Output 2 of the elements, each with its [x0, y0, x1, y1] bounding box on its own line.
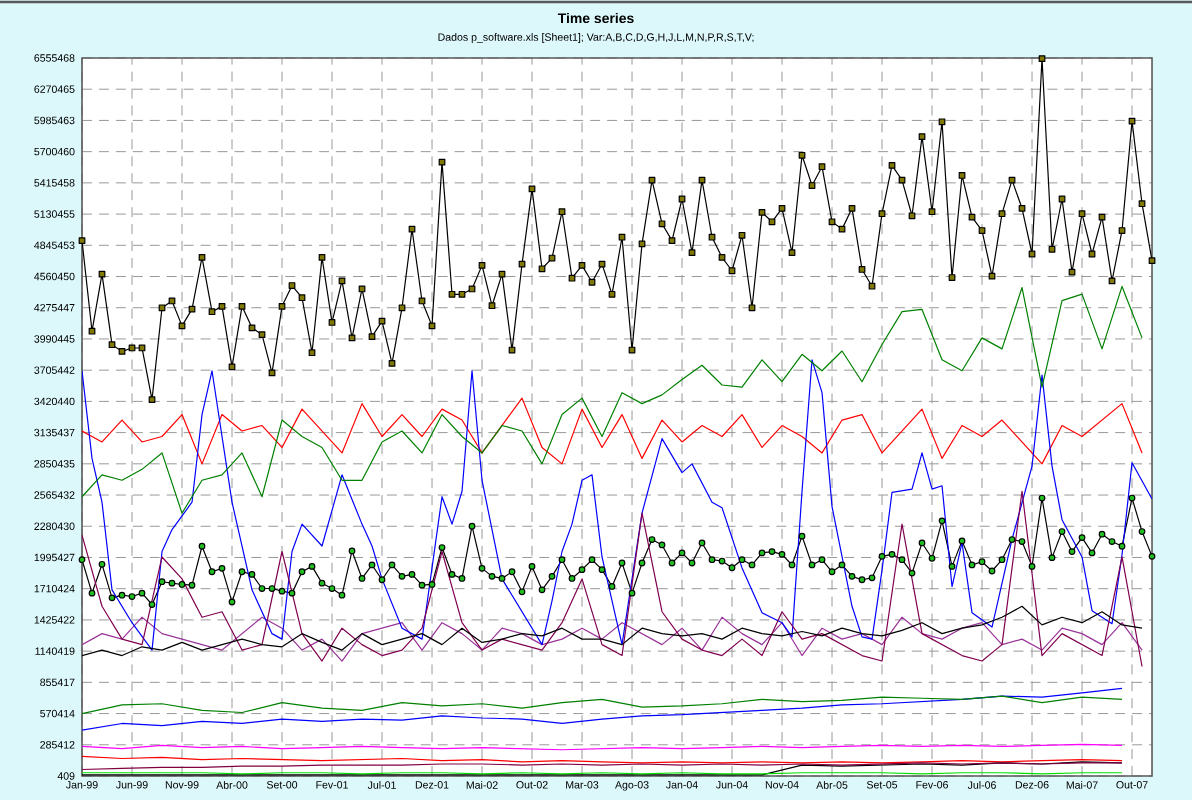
line-series [82, 285, 1143, 514]
line-series [82, 695, 1123, 715]
